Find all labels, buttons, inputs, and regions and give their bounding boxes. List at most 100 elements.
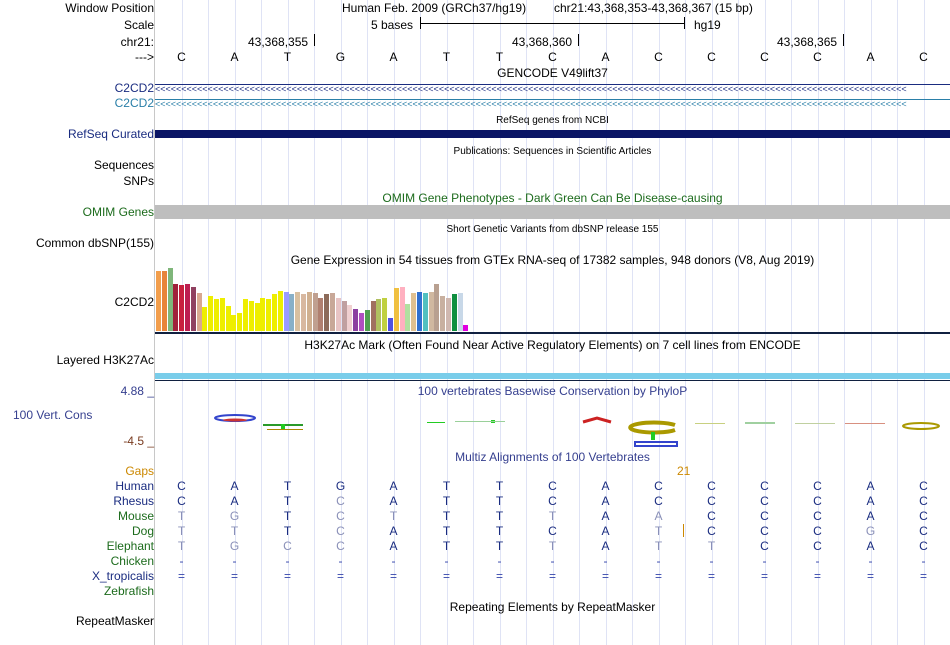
gtex-tissue-bar[interactable] bbox=[318, 298, 324, 331]
gtex-tissue-bar[interactable] bbox=[359, 313, 364, 331]
gtex-tissue-bar[interactable] bbox=[422, 293, 428, 331]
gencode-transcript-2[interactable]: <<<<<<<<<<<<<<<<<<<<<<<<<<<<<<<<<<<<<<<<… bbox=[155, 99, 950, 107]
gtex-gene-label[interactable]: C2CD2 bbox=[114, 295, 154, 309]
gtex-tissue-bar[interactable] bbox=[417, 292, 422, 331]
gtex-tissue-bar[interactable] bbox=[451, 294, 457, 331]
gtex-tissue-bar[interactable] bbox=[301, 294, 306, 331]
gtex-tissue-bar[interactable] bbox=[289, 294, 295, 331]
refseq-label[interactable]: RefSeq Curated bbox=[67, 127, 154, 141]
gtex-tissue-bar[interactable] bbox=[277, 291, 283, 331]
multiz-species-label[interactable]: X_tropicalis bbox=[91, 569, 154, 583]
gtex-tissue-bar[interactable] bbox=[254, 303, 260, 331]
multiz-species-label[interactable]: Mouse bbox=[117, 509, 154, 523]
repeatmasker-label[interactable]: RepeatMasker bbox=[75, 614, 154, 628]
gtex-tissue-bar[interactable] bbox=[376, 299, 382, 331]
gtex-tissue-bar[interactable] bbox=[231, 315, 237, 331]
gtex-tissue-bar[interactable] bbox=[382, 298, 388, 331]
multiz-base: A bbox=[866, 479, 875, 493]
gtex-tissue-bar[interactable] bbox=[330, 293, 335, 331]
h3k27ac-signal[interactable] bbox=[155, 373, 950, 379]
gtex-tissue-bar[interactable] bbox=[214, 299, 219, 331]
multiz-base: A bbox=[230, 494, 239, 508]
gtex-tissue-bar[interactable] bbox=[156, 271, 161, 331]
gtex-tissue-bar[interactable] bbox=[388, 318, 393, 331]
gtex-tissue-bar[interactable] bbox=[196, 293, 202, 331]
multiz-base: T bbox=[548, 509, 557, 523]
dbsnp-label[interactable]: Common dbSNP(155) bbox=[35, 236, 154, 250]
gencode-gene-label-2[interactable]: C2CD2 bbox=[114, 96, 154, 110]
gtex-tissue-bar[interactable] bbox=[266, 299, 272, 331]
multiz-species-label[interactable]: Dog bbox=[131, 524, 154, 538]
gtex-tissue-bar[interactable] bbox=[347, 305, 353, 331]
gtex-tissue-bar[interactable] bbox=[260, 298, 266, 331]
gtex-tissue-bar[interactable] bbox=[179, 285, 185, 331]
multiz-base: C bbox=[707, 479, 716, 493]
gtex-tissue-bar[interactable] bbox=[411, 293, 417, 331]
assembly-title: Human Feb. 2009 (GRCh37/hg19) bbox=[342, 1, 527, 15]
publications-snps-label[interactable]: SNPs bbox=[123, 174, 154, 188]
omim-label[interactable]: OMIM Genes bbox=[82, 205, 154, 219]
gencode-gene-label-1[interactable]: C2CD2 bbox=[114, 81, 154, 95]
phylop-label[interactable]: 100 Vert. Cons bbox=[13, 408, 93, 422]
gtex-tissue-bar[interactable] bbox=[167, 268, 173, 331]
multiz-species-label[interactable]: Rhesus bbox=[113, 494, 154, 508]
gtex-tissue-bar[interactable] bbox=[393, 288, 399, 331]
gtex-tissue-bar[interactable] bbox=[219, 298, 225, 331]
gtex-tissue-bar[interactable] bbox=[283, 292, 289, 331]
gtex-tissue-bar[interactable] bbox=[243, 299, 248, 331]
base-letter: T bbox=[495, 50, 504, 64]
multiz-species-label[interactable]: Human bbox=[115, 479, 154, 493]
gtex-tissue-bar[interactable] bbox=[353, 309, 359, 331]
gtex-tissue-bar[interactable] bbox=[237, 313, 243, 331]
multiz-base: C bbox=[336, 494, 345, 508]
gtex-tissue-bar[interactable] bbox=[306, 292, 312, 331]
gtex-tissue-bar[interactable] bbox=[440, 296, 446, 331]
gtex-tissue-bar[interactable] bbox=[272, 294, 277, 331]
gtex-tissue-bar[interactable] bbox=[208, 296, 214, 331]
gtex-tissue-bar[interactable] bbox=[202, 307, 208, 331]
multiz-species-label[interactable]: Chicken bbox=[110, 554, 154, 568]
gtex-tissue-bar[interactable] bbox=[370, 301, 376, 331]
gtex-tissue-bar[interactable] bbox=[364, 310, 370, 331]
gtex-tissue-bar[interactable] bbox=[463, 325, 469, 331]
multiz-track-title: Multiz Alignments of 100 Vertebrates bbox=[455, 450, 650, 464]
gtex-tissue-bar[interactable] bbox=[434, 284, 440, 331]
gtex-tissue-bar[interactable] bbox=[225, 306, 231, 331]
gtex-tissue-bar[interactable] bbox=[190, 287, 196, 331]
multiz-base: T bbox=[442, 524, 451, 538]
gtex-tissue-bar[interactable] bbox=[446, 298, 451, 331]
base-letter: C bbox=[548, 50, 557, 64]
gtex-tissue-bar[interactable] bbox=[335, 298, 341, 331]
multiz-base: A bbox=[654, 509, 663, 523]
gridline bbox=[552, 0, 554, 645]
gtex-tissue-bar[interactable] bbox=[248, 301, 254, 331]
publications-sequences-label[interactable]: Sequences bbox=[93, 158, 154, 172]
phylop-logo-graph[interactable] bbox=[155, 405, 950, 450]
gtex-tissue-bar[interactable] bbox=[324, 294, 330, 331]
gtex-tissue-bar[interactable] bbox=[161, 271, 167, 331]
gtex-tissue-bar[interactable] bbox=[428, 292, 434, 331]
position-readout[interactable]: chr21:43,368,353-43,368,367 (15 bp) bbox=[554, 1, 753, 15]
h3k27ac-label[interactable]: Layered H3K27Ac bbox=[56, 353, 154, 367]
refseq-gene-bar[interactable] bbox=[155, 130, 950, 138]
gtex-tissue-bar[interactable] bbox=[295, 292, 301, 331]
multiz-base: T bbox=[442, 494, 451, 508]
multiz-species-label[interactable]: Elephant bbox=[106, 539, 154, 553]
gtex-tissue-bar[interactable] bbox=[185, 284, 190, 331]
base-letter: A bbox=[866, 50, 875, 64]
base-letter: C bbox=[813, 50, 822, 64]
multiz-species-label[interactable]: Zebrafish bbox=[103, 584, 154, 598]
gtex-tissue-bar[interactable] bbox=[312, 293, 318, 331]
gtex-tissue-bar[interactable] bbox=[457, 293, 463, 331]
multiz-base: C bbox=[707, 494, 716, 508]
gtex-tissue-bar[interactable] bbox=[399, 287, 405, 331]
multiz-base: T bbox=[495, 539, 504, 553]
omim-gene-bar[interactable] bbox=[155, 205, 950, 219]
gtex-expression-bars[interactable] bbox=[156, 268, 536, 331]
gtex-tissue-bar[interactable] bbox=[405, 304, 411, 331]
gtex-tissue-bar[interactable] bbox=[173, 284, 179, 331]
omim-track-title: OMIM Gene Phenotypes - Dark Green Can Be… bbox=[382, 191, 723, 205]
gencode-transcript-1[interactable]: <<<<<<<<<<<<<<<<<<<<<<<<<<<<<<<<<<<<<<<<… bbox=[155, 84, 950, 92]
gtex-tissue-bar[interactable] bbox=[341, 301, 347, 331]
